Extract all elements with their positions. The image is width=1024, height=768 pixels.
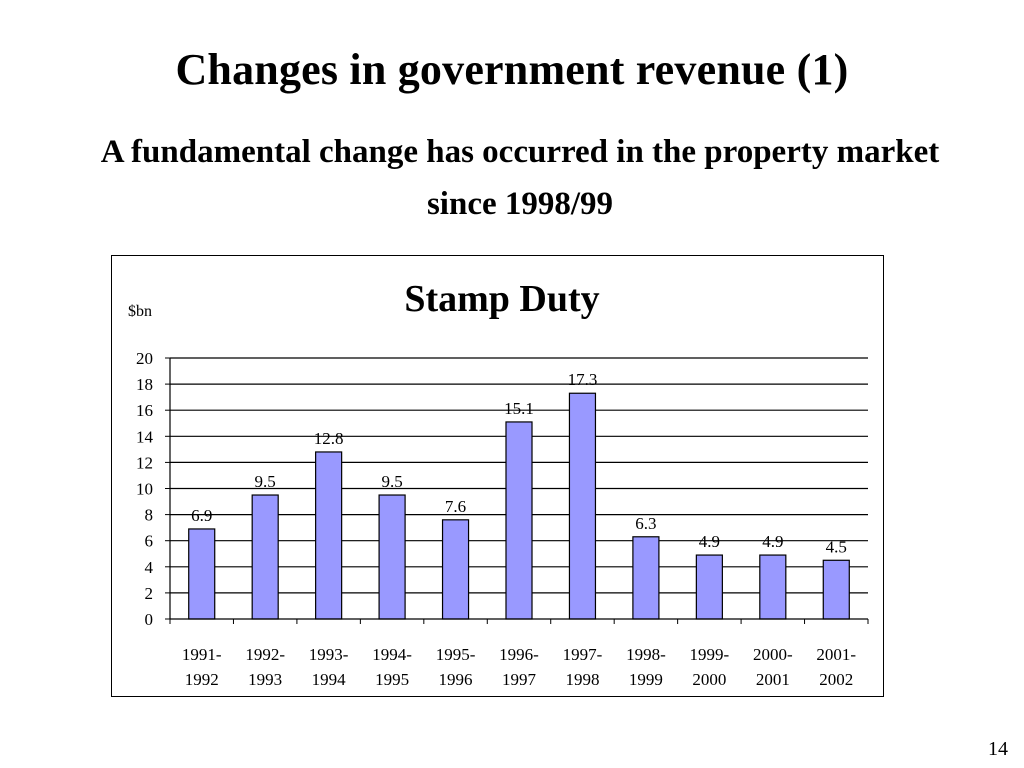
y-tick-label: 20 xyxy=(136,349,153,368)
bar xyxy=(378,494,406,620)
x-tick-label: 2001 xyxy=(756,670,790,689)
x-tick-label: 1994- xyxy=(372,645,412,664)
x-tick-label: 1994 xyxy=(312,670,347,689)
chart-title: Stamp Duty xyxy=(404,278,599,320)
x-tick-label: 2001- xyxy=(816,645,856,664)
y-tick-label: 4 xyxy=(145,558,154,577)
x-tick-label: 1993 xyxy=(248,670,282,689)
y-tick-label: 0 xyxy=(145,610,154,629)
x-tick-label: 2002 xyxy=(819,670,853,689)
bar xyxy=(632,536,660,620)
stamp-duty-bar-chart: Stamp Duty $bn 0 2 4 6 8 10 12 14 16 18 20 6.9 1991-… xyxy=(128,278,869,689)
x-tick-label: 2000- xyxy=(753,645,793,664)
data-label: 17.3 xyxy=(568,370,598,389)
y-tick-label: 12 xyxy=(136,453,153,472)
x-tick-label: 1998- xyxy=(626,645,666,664)
x-tick-label: 1992- xyxy=(245,645,285,664)
y-tick-label: 16 xyxy=(136,401,153,420)
data-label: 6.9 xyxy=(191,506,212,525)
axes xyxy=(165,357,869,624)
y-tick-label: 2 xyxy=(145,584,154,603)
x-tick-label: 1996- xyxy=(499,645,539,664)
bars xyxy=(188,392,850,620)
page-number: 14 xyxy=(988,738,1008,760)
x-tick-label: 1992 xyxy=(185,670,219,689)
y-tick-label: 10 xyxy=(136,480,153,499)
x-tick-label: 1991- xyxy=(182,645,222,664)
slide-subtitle: A fundamental change has occurred in the… xyxy=(100,134,940,222)
x-tick-label: 1995- xyxy=(436,645,476,664)
labels: 0 2 4 6 8 10 12 14 16 18 20 6.9 1991- 1992 9.5 1992- 199… xyxy=(136,349,856,689)
x-tick-label: 1997- xyxy=(563,645,603,664)
bar xyxy=(505,421,533,620)
x-tick-label: 1995 xyxy=(375,670,409,689)
x-tick-label: 1999 xyxy=(629,670,663,689)
bar xyxy=(315,451,343,620)
data-label: 15.1 xyxy=(504,399,534,418)
bar xyxy=(251,494,279,620)
data-label: 12.8 xyxy=(314,429,344,448)
y-tick-label: 14 xyxy=(136,427,154,446)
y-axis-label: $bn xyxy=(128,303,152,320)
chart-frame xyxy=(111,255,884,697)
bar xyxy=(441,519,470,620)
bar xyxy=(568,392,597,620)
data-label: 4.5 xyxy=(826,537,847,556)
data-label: 9.5 xyxy=(381,472,402,491)
data-label: 4.9 xyxy=(699,532,720,551)
bar xyxy=(759,554,787,620)
x-tick-label: 1993- xyxy=(309,645,349,664)
x-tick-label: 1999- xyxy=(690,645,730,664)
x-tick-label: 2000 xyxy=(692,670,726,689)
x-tick-label: 1996 xyxy=(439,670,473,689)
y-tick-label: 8 xyxy=(145,506,154,525)
x-tick-label: 1998 xyxy=(565,670,599,689)
data-label: 4.9 xyxy=(762,532,783,551)
x-tick-label: 1997 xyxy=(502,670,537,689)
slide-title: Changes in government revenue (1) xyxy=(175,45,849,94)
data-label: 7.6 xyxy=(445,497,466,516)
data-label: 9.5 xyxy=(255,472,276,491)
bar xyxy=(188,528,216,620)
bar xyxy=(695,554,723,620)
bar xyxy=(822,559,850,620)
y-tick-label: 6 xyxy=(145,532,154,551)
data-label: 6.3 xyxy=(635,514,656,533)
y-tick-label: 18 xyxy=(136,375,153,394)
gridlines xyxy=(170,357,868,594)
